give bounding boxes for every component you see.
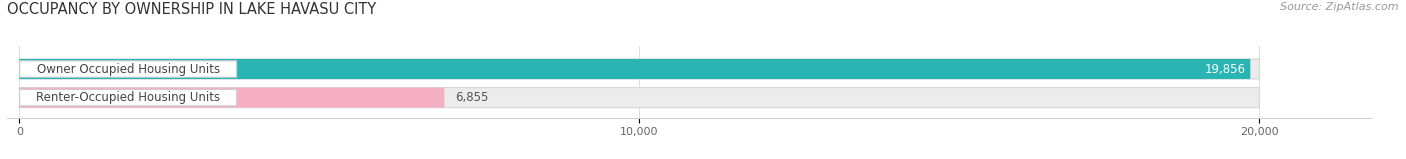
FancyBboxPatch shape [20,59,1260,79]
FancyBboxPatch shape [20,88,444,108]
FancyBboxPatch shape [20,88,1260,108]
FancyBboxPatch shape [20,89,236,106]
Text: 6,855: 6,855 [456,91,489,104]
Text: Owner Occupied Housing Units: Owner Occupied Housing Units [37,62,219,76]
FancyBboxPatch shape [20,61,236,77]
FancyBboxPatch shape [20,59,1250,79]
Text: 19,856: 19,856 [1205,62,1246,76]
Text: OCCUPANCY BY OWNERSHIP IN LAKE HAVASU CITY: OCCUPANCY BY OWNERSHIP IN LAKE HAVASU CI… [7,2,377,17]
Text: Source: ZipAtlas.com: Source: ZipAtlas.com [1281,2,1399,12]
Text: Renter-Occupied Housing Units: Renter-Occupied Housing Units [37,91,221,104]
